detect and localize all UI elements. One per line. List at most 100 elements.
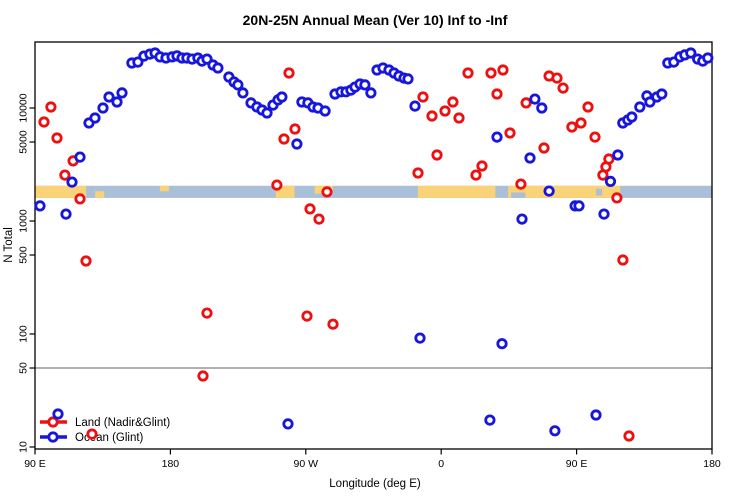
data-point-land [589, 131, 601, 143]
data-point-land [575, 117, 587, 129]
data-point-land [515, 178, 527, 190]
data-point-ocean [524, 152, 536, 164]
data-point-land [80, 255, 92, 267]
data-point-land [313, 213, 325, 225]
x-tick-label: 90 E [566, 458, 588, 470]
data-point-land [470, 169, 482, 181]
axis-ticks-group: 90 E 180 90 W 0 90 E 180 10 50 100 500 1000 5000 100… [18, 93, 721, 470]
plot-border [34, 41, 713, 450]
data-point-land [45, 101, 57, 113]
data-point-land [582, 101, 594, 113]
legend-ocean-label: Ocean (Glint) [75, 432, 144, 444]
y-tick-label: 10 [18, 441, 30, 453]
data-point-land [278, 133, 290, 145]
data-point-land [51, 132, 63, 144]
data-point-land [491, 88, 503, 100]
data-point-land [321, 186, 333, 198]
data-point-ocean [232, 79, 244, 91]
band-land-segment [417, 185, 496, 198]
band-land-segment [95, 191, 105, 198]
x-axis-label: Longitude (deg E) [329, 478, 421, 490]
data-point-ocean [111, 96, 123, 108]
chart-title: 20N-25N Annual Mean (Ver 10) Inf to -Inf [242, 12, 508, 28]
data-point-ocean [60, 208, 72, 220]
data-point-ocean [89, 112, 101, 124]
x-tick-label: 0 [438, 458, 444, 470]
data-point-ocean [237, 87, 249, 99]
data-point-ocean [74, 151, 86, 163]
data-point-ocean [604, 175, 617, 187]
band-ocean-notch [596, 188, 603, 196]
data-point-land [431, 149, 443, 161]
data-point-land [327, 318, 339, 330]
data-point-land [520, 97, 532, 109]
data-point-ocean [549, 425, 561, 437]
data-point-land [447, 96, 459, 108]
data-point-land [566, 121, 578, 133]
legend: Land (Nadir&Glint) Ocean (Glint) [40, 416, 170, 444]
data-point-ocean [626, 111, 638, 123]
data-point-ocean [97, 102, 109, 114]
band-land-segment [508, 185, 621, 198]
data-point-land [439, 105, 451, 117]
data-points-group [34, 47, 714, 442]
data-point-ocean [529, 93, 541, 105]
data-point-ocean [276, 91, 288, 103]
data-point-land [462, 67, 474, 79]
data-point-ocean [52, 408, 64, 420]
data-point-ocean [359, 79, 371, 91]
data-point-ocean [536, 102, 548, 114]
data-point-ocean [282, 418, 294, 430]
data-point-ocean [644, 96, 656, 108]
data-point-land [201, 307, 213, 319]
band-land-segment [159, 185, 169, 192]
data-point-ocean [103, 91, 115, 103]
data-point-land [497, 64, 509, 76]
data-point-land [485, 67, 497, 79]
data-point-land [476, 160, 488, 172]
data-point-land [504, 127, 516, 139]
data-point-land [301, 310, 313, 322]
data-point-land [289, 123, 301, 135]
data-point-ocean [656, 88, 668, 100]
data-point-land [59, 169, 71, 181]
data-point-land [74, 193, 86, 205]
x-tick-label: 180 [162, 458, 180, 470]
x-tick-label: 180 [703, 458, 721, 470]
data-point-ocean [590, 409, 602, 421]
data-point-ocean [598, 208, 610, 220]
data-point-ocean [402, 73, 414, 85]
data-point-ocean [573, 200, 585, 212]
data-point-ocean [612, 149, 624, 161]
y-tick-label: 500 [18, 246, 30, 264]
y-tick-label: 10000 [18, 93, 30, 122]
data-point-ocean [496, 338, 508, 350]
data-point-land [557, 82, 569, 94]
data-point-ocean [34, 200, 46, 212]
band-land-segment [35, 185, 87, 198]
data-point-ocean [319, 105, 331, 117]
data-point-ocean [484, 414, 496, 426]
data-point-ocean [66, 176, 78, 188]
data-point-land [417, 91, 429, 103]
data-point-ocean [291, 138, 303, 150]
data-point-land [611, 192, 623, 204]
x-tick-label: 90 E [24, 458, 46, 470]
data-point-land [603, 153, 615, 165]
data-point-land [197, 370, 209, 382]
data-point-ocean [116, 87, 128, 99]
data-point-land [38, 116, 50, 128]
legend-land-label: Land (Nadir&Glint) [75, 417, 170, 429]
y-tick-label: 5000 [18, 130, 30, 154]
data-point-land [271, 179, 283, 191]
data-point-land [86, 428, 98, 440]
data-point-ocean [702, 52, 714, 64]
data-point-ocean [685, 47, 697, 59]
data-point-ocean [261, 107, 273, 119]
legend-land-marker-icon [47, 416, 59, 428]
data-point-land [538, 142, 550, 154]
data-point-ocean [516, 213, 528, 225]
data-point-ocean [543, 185, 555, 197]
y-tick-label: 100 [18, 325, 30, 343]
